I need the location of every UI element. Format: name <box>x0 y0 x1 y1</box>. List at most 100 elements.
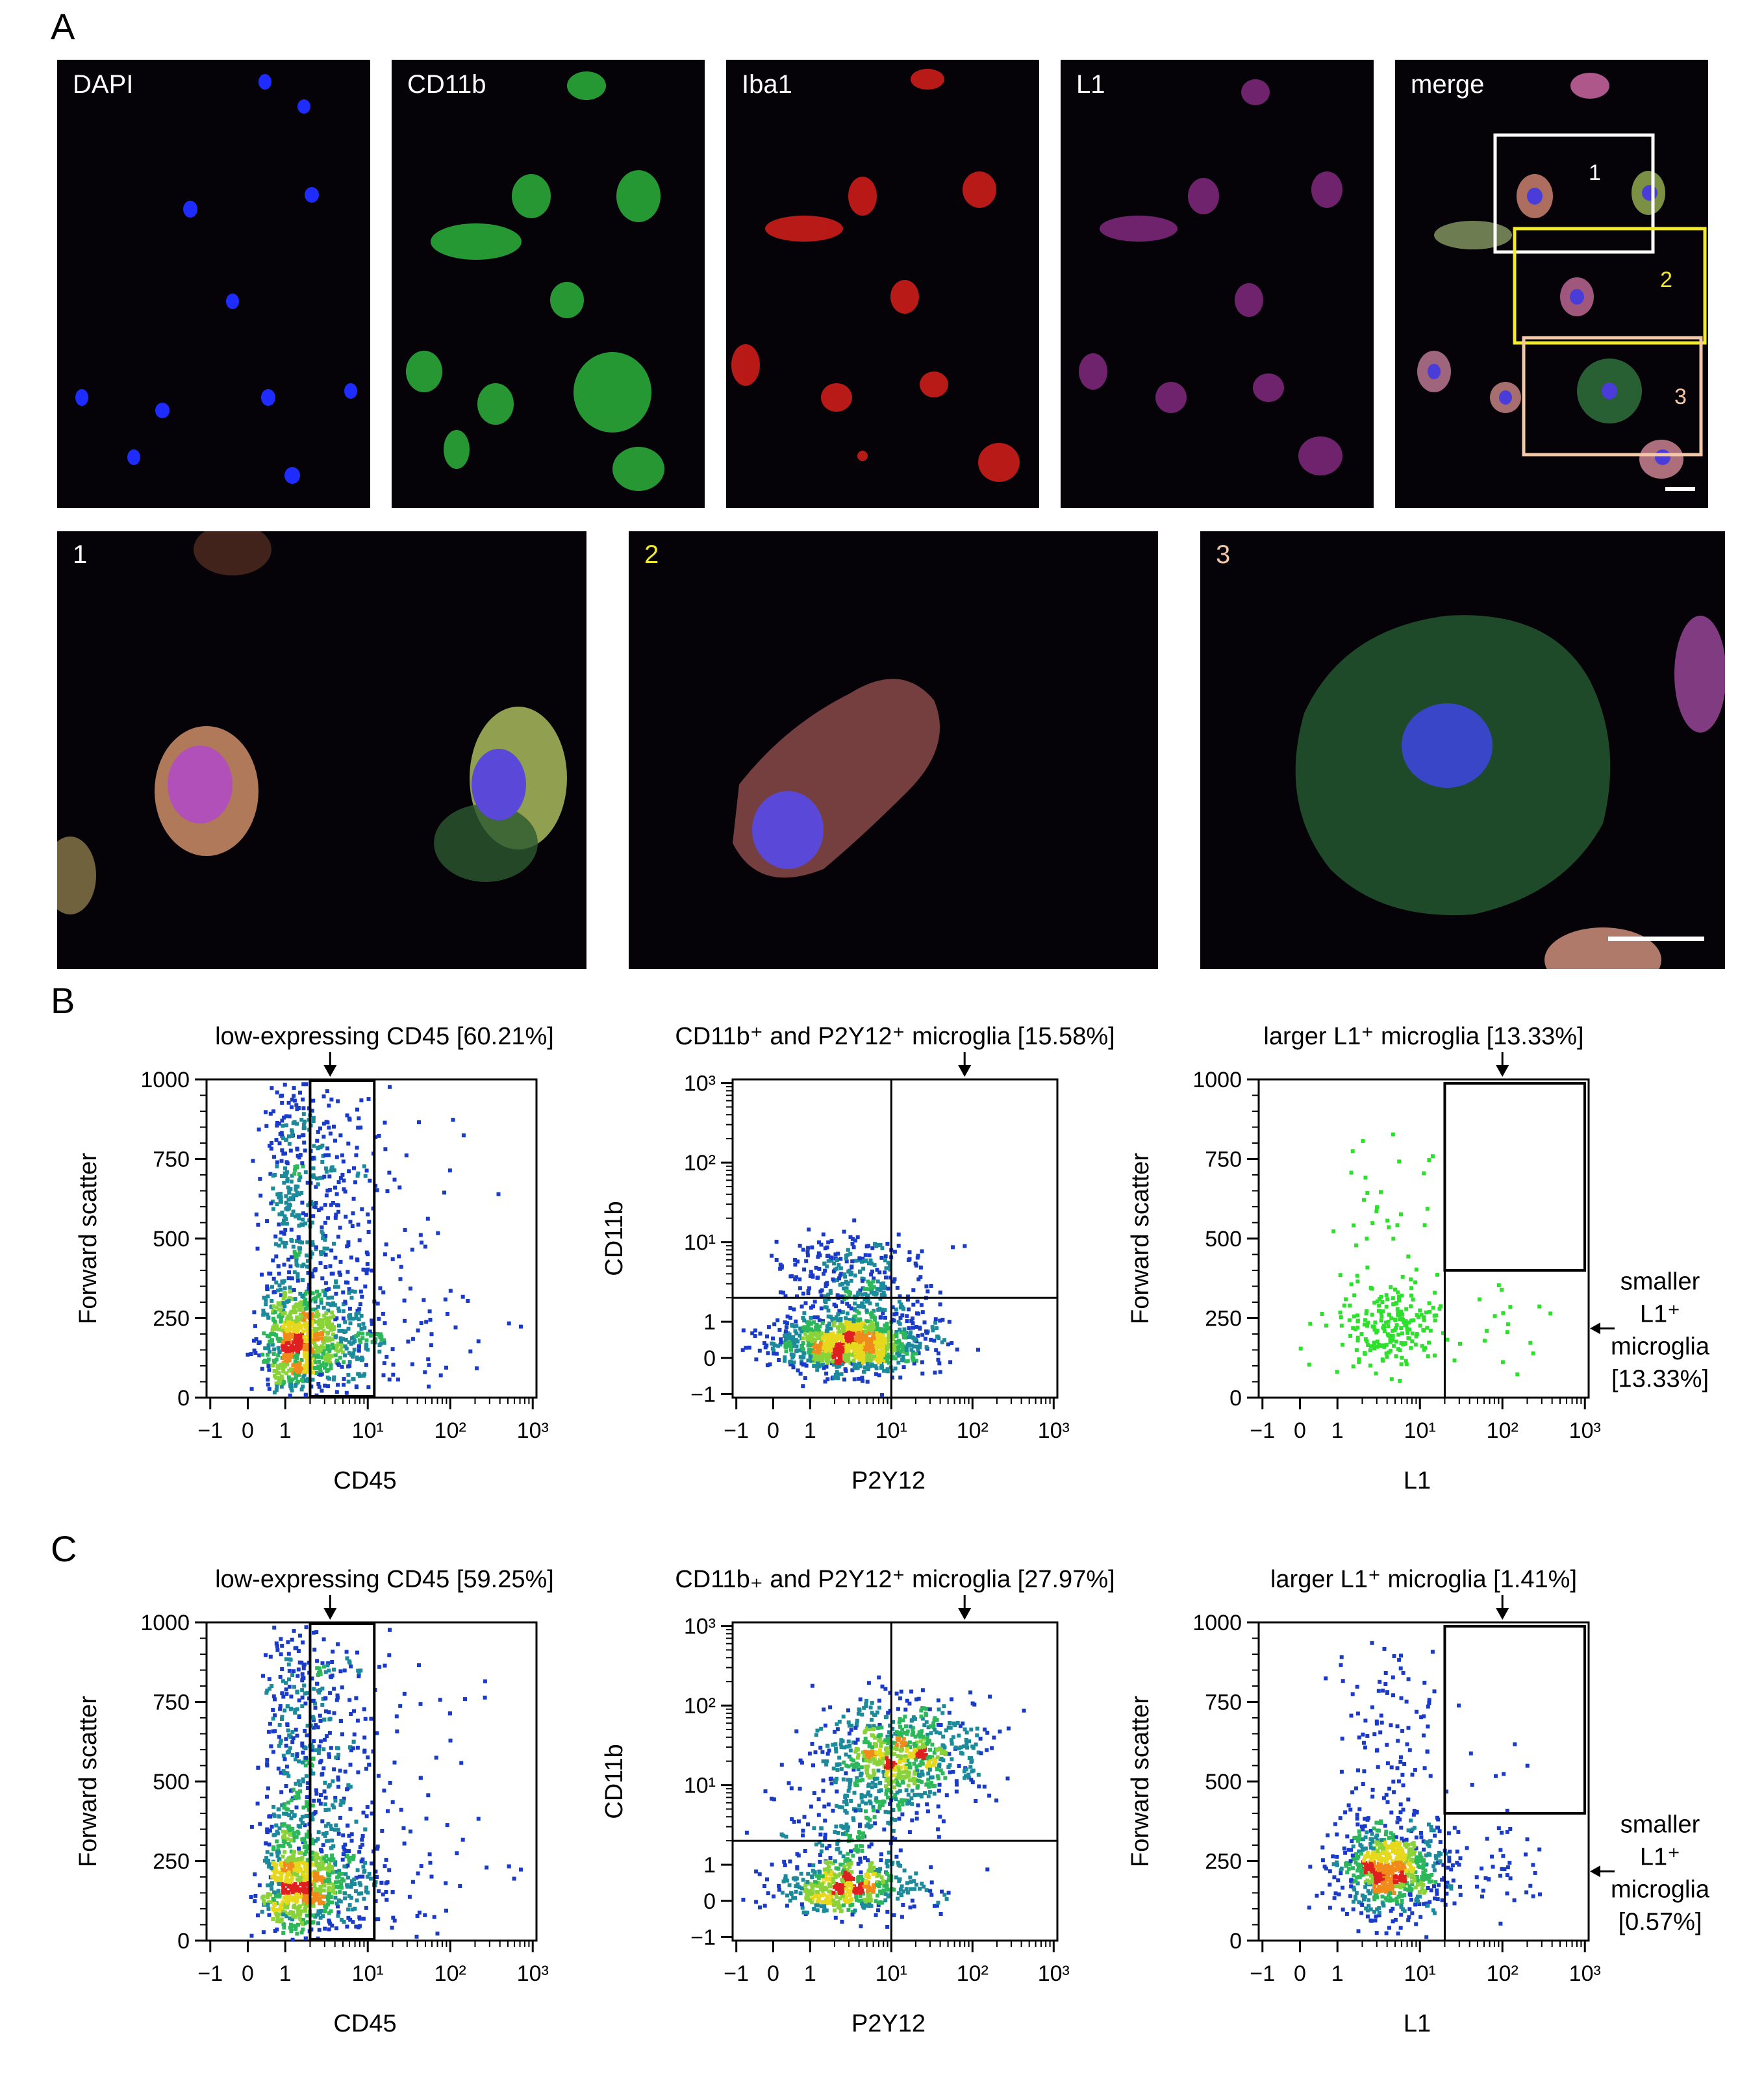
data-point <box>821 1319 825 1324</box>
data-point <box>283 1286 287 1290</box>
data-point <box>403 1318 407 1323</box>
data-point <box>294 1891 298 1896</box>
data-point <box>420 1240 424 1245</box>
y-tick-label: 500 <box>153 1770 190 1794</box>
data-point <box>336 1752 341 1757</box>
data-point <box>274 1369 279 1374</box>
data-point <box>343 1320 347 1324</box>
data-point <box>290 1937 295 1942</box>
data-point <box>794 1729 799 1733</box>
data-point <box>1341 1342 1345 1347</box>
data-point <box>363 1827 368 1832</box>
data-point <box>298 1783 302 1787</box>
data-point <box>346 1783 351 1787</box>
data-point <box>872 1292 876 1296</box>
data-point <box>286 1257 291 1262</box>
data-point <box>791 1365 796 1370</box>
data-point <box>302 1366 306 1371</box>
data-point <box>323 1365 327 1370</box>
data-point <box>298 1344 303 1349</box>
data-point <box>279 1770 283 1775</box>
data-point <box>879 1292 884 1297</box>
data-point <box>287 1337 292 1341</box>
data-point <box>357 1881 362 1885</box>
data-point <box>293 1795 297 1799</box>
data-point <box>1380 1315 1384 1319</box>
data-point <box>260 1895 265 1900</box>
data-point <box>875 1287 879 1291</box>
data-point <box>271 1707 275 1712</box>
data-point <box>1419 1313 1424 1317</box>
data-point <box>305 1348 310 1352</box>
data-point <box>324 1170 329 1174</box>
data-point <box>313 1360 318 1365</box>
data-point <box>347 1859 352 1864</box>
data-point <box>888 1332 892 1337</box>
data-point <box>312 1630 316 1635</box>
data-point <box>312 1798 316 1803</box>
data-point <box>295 1754 299 1758</box>
data-point <box>271 1186 275 1190</box>
data-point <box>747 1345 751 1350</box>
y-tick-label: 0 <box>177 1929 190 1954</box>
data-point <box>268 1272 273 1276</box>
data-point <box>286 1341 291 1345</box>
data-point <box>825 1377 830 1381</box>
data-point <box>883 1350 887 1355</box>
data-point <box>878 1338 883 1342</box>
data-point <box>897 1300 901 1303</box>
data-point <box>834 1360 838 1365</box>
data-point <box>905 1319 909 1324</box>
data-point <box>814 1265 818 1270</box>
data-point <box>262 1898 266 1903</box>
data-point <box>299 1190 304 1195</box>
data-point <box>324 1288 329 1292</box>
data-point <box>338 1815 342 1820</box>
data-point <box>336 1828 340 1832</box>
data-point <box>270 1298 274 1303</box>
data-point <box>853 1302 857 1306</box>
data-point <box>336 1832 341 1836</box>
data-point <box>327 1862 331 1867</box>
data-point <box>337 1898 341 1903</box>
data-point <box>343 1891 347 1896</box>
data-point <box>305 1326 310 1330</box>
data-point <box>819 1342 824 1346</box>
data-point <box>292 1838 296 1843</box>
data-point <box>301 1918 306 1922</box>
data-point <box>293 1359 297 1364</box>
data-point <box>849 1728 853 1732</box>
data-point <box>334 1344 339 1349</box>
data-point <box>483 1679 487 1683</box>
data-point <box>279 1196 283 1200</box>
data-point <box>1372 1342 1377 1347</box>
data-point <box>299 1869 303 1873</box>
data-point <box>438 1698 442 1702</box>
y-tick-label: 10³ <box>684 1072 716 1096</box>
data-point <box>899 1330 903 1335</box>
y-tick-label: 1 <box>703 1853 716 1878</box>
data-point <box>1427 1341 1431 1345</box>
data-point <box>788 1305 792 1310</box>
data-point <box>1404 1359 1408 1363</box>
data-point <box>1404 1319 1408 1324</box>
data-point <box>272 1390 277 1394</box>
data-point <box>382 1361 386 1365</box>
data-point <box>315 1289 319 1294</box>
data-point <box>289 1922 293 1927</box>
data-point <box>810 1336 814 1341</box>
data-point <box>345 1113 349 1118</box>
data-point <box>306 1301 310 1305</box>
data-point <box>826 1341 831 1345</box>
data-point <box>1391 1132 1395 1137</box>
data-point <box>295 1329 299 1334</box>
data-point <box>1374 1328 1379 1333</box>
data-point <box>301 1097 305 1101</box>
data-point <box>294 1193 299 1198</box>
data-point <box>294 1255 299 1259</box>
data-point <box>262 1296 266 1300</box>
data-point <box>278 1707 283 1711</box>
data-point <box>288 1910 293 1915</box>
data-point <box>451 1118 455 1122</box>
data-point <box>892 1250 897 1254</box>
